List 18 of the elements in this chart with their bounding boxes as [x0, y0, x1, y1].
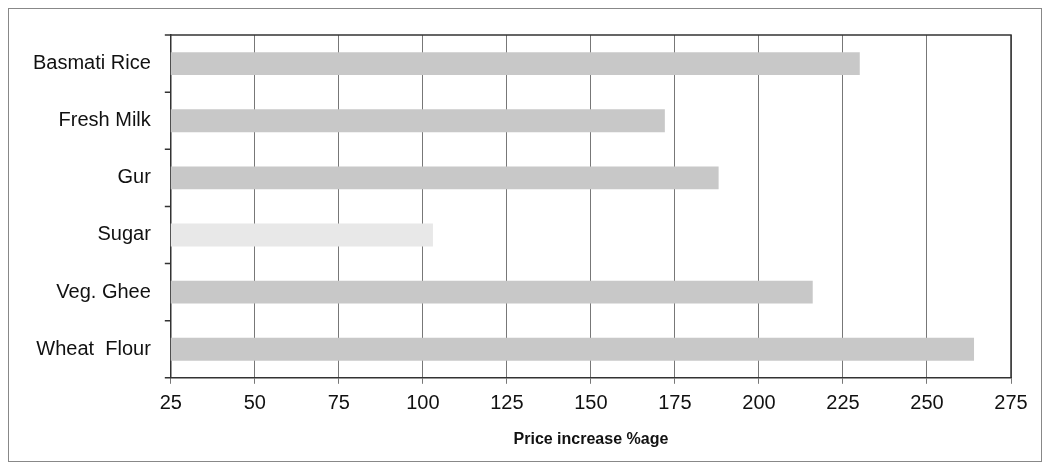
x-tick-label: 125 — [490, 391, 524, 414]
y-tick-label: Sugar — [97, 222, 152, 245]
x-tick-label: 275 — [994, 391, 1028, 414]
x-tick-label: 25 — [159, 391, 182, 414]
y-tick-label: Veg. Ghee — [56, 279, 151, 302]
x-tick-label: 175 — [658, 391, 692, 414]
x-tick-label: 200 — [742, 391, 776, 414]
x-tick-label: 250 — [910, 391, 944, 414]
y-tick-label: Basmati Rice — [33, 51, 151, 74]
x-tick-label: 50 — [243, 391, 266, 414]
x-axis-title: Price increase %age — [513, 429, 669, 447]
x-tick-label: 225 — [826, 391, 860, 414]
y-tick-label: Wheat Flour — [36, 336, 152, 359]
y-tick-label: Gur — [117, 165, 152, 188]
x-tick-label: 100 — [406, 391, 440, 414]
x-tick-label: 75 — [327, 391, 350, 414]
x-tick-label: 150 — [574, 391, 608, 414]
y-tick-label: Fresh Milk — [58, 108, 152, 131]
